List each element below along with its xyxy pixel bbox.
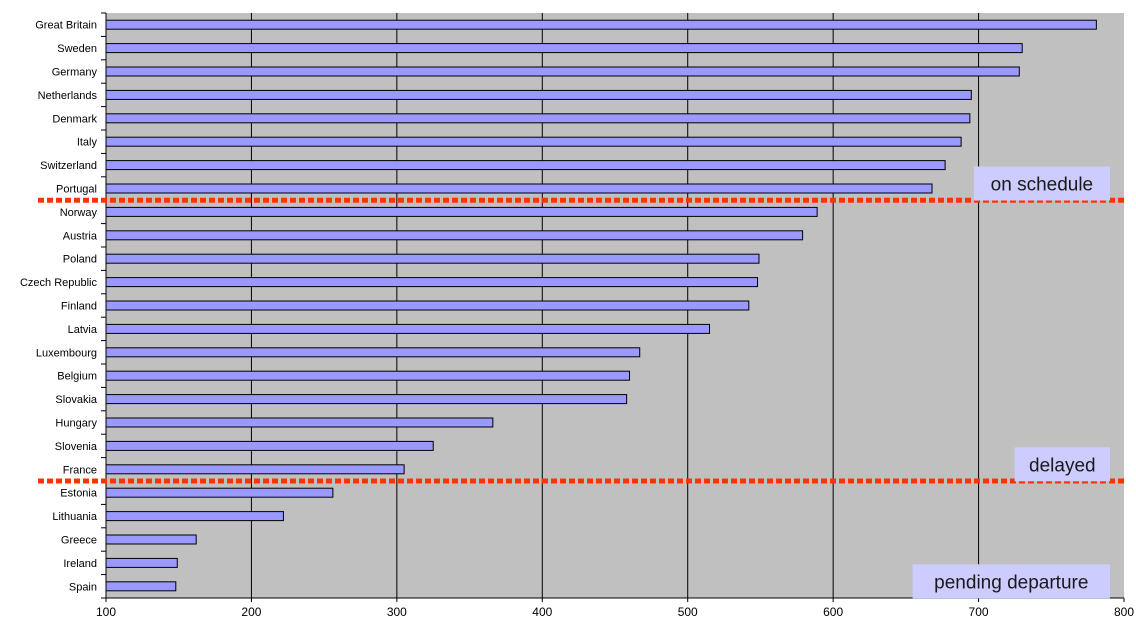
bar-finland [105, 300, 750, 311]
category-label: Luxembourg [36, 347, 97, 359]
category-labels: Great Britain Sweden Germany Netherlands Den… [20, 20, 98, 594]
x-tick-label: 300 [387, 605, 407, 619]
category-label: Switzerland [40, 160, 97, 172]
category-label: Slovenia [55, 441, 98, 453]
category-label: Germany [52, 67, 98, 79]
category-label: Ireland [63, 558, 97, 570]
bar-lithuania [105, 511, 284, 522]
bar-france [105, 464, 405, 475]
bar-netherlands [105, 89, 972, 100]
category-label: Latvia [68, 324, 98, 336]
category-label: Poland [63, 254, 97, 266]
category-label: Belgium [57, 371, 97, 383]
category-label: Spain [69, 581, 97, 593]
bar-austria [105, 230, 804, 241]
x-tick-label: 700 [969, 605, 989, 619]
category-label: Austria [63, 230, 98, 242]
bar-estonia [105, 487, 334, 498]
x-tick-label: 500 [678, 605, 698, 619]
group-label: on schedule [991, 175, 1093, 196]
bar-italy [105, 136, 962, 147]
bar-switzerland [105, 160, 946, 171]
category-label: Portugal [56, 184, 97, 196]
category-label: Slovakia [55, 394, 97, 406]
group-label: delayed [1029, 455, 1096, 476]
category-label: Norway [60, 207, 98, 219]
x-tick-label: 600 [823, 605, 843, 619]
category-label: Estonia [60, 488, 98, 500]
category-label: Hungary [55, 418, 97, 430]
bar-czech-republic [105, 277, 759, 288]
category-label: Finland [61, 301, 97, 313]
bar-norway [105, 206, 818, 217]
bar-latvia [105, 323, 711, 334]
bar-hungary [105, 417, 494, 428]
x-tick-label: 800 [1114, 605, 1134, 619]
category-label: Lithuania [52, 511, 98, 523]
group-dividers [38, 197, 1124, 484]
bar-germany [105, 66, 1020, 77]
group-annotations: on schedule delayed pending departure [912, 166, 1110, 599]
x-tick-label: 400 [532, 605, 552, 619]
bar-slovenia [105, 440, 434, 451]
group-label: pending departure [934, 572, 1088, 593]
group-label-box: on schedule [973, 166, 1110, 201]
group-label-background [1014, 447, 1110, 482]
bar-spain [105, 581, 177, 592]
bar-poland [105, 253, 760, 264]
bar-greece [105, 534, 197, 545]
group-label-background [973, 166, 1110, 201]
bar-denmark [105, 113, 971, 124]
x-tick-label: 100 [96, 605, 116, 619]
category-label: Czech Republic [20, 277, 98, 289]
category-label: Sweden [57, 43, 97, 55]
category-label: Greece [61, 535, 97, 547]
category-label: Denmark [52, 113, 97, 125]
category-label: Italy [77, 137, 98, 149]
bar-luxembourg [105, 347, 641, 358]
group-label-box: delayed [1014, 447, 1110, 482]
bar-great-britain [105, 19, 1097, 30]
bar-ireland [105, 557, 178, 568]
bar-sweden [105, 43, 1023, 54]
x-tick-labels: 100 200 300 400 500 600 700 800 [96, 605, 1134, 619]
bar-portugal [105, 183, 933, 194]
x-tick-label: 200 [241, 605, 261, 619]
bar-belgium [105, 370, 631, 381]
category-label: Great Britain [35, 20, 97, 32]
group-label-box: pending departure [912, 564, 1110, 599]
category-label: Netherlands [38, 90, 98, 102]
bar-slovakia [105, 394, 628, 405]
group-label-background [912, 564, 1110, 599]
category-label: France [63, 464, 97, 476]
